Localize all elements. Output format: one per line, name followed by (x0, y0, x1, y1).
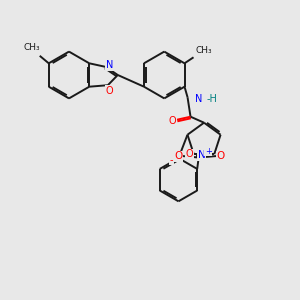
Text: O: O (106, 85, 113, 96)
Text: -: - (170, 154, 173, 165)
Text: CH₃: CH₃ (23, 43, 40, 52)
Text: O: O (175, 151, 183, 161)
Text: CH₃: CH₃ (196, 46, 212, 55)
Text: +: + (205, 147, 212, 156)
Text: N: N (198, 150, 206, 160)
Text: O: O (169, 116, 176, 126)
Text: -H: -H (206, 94, 217, 104)
Text: N: N (106, 60, 113, 70)
Text: O: O (185, 149, 193, 159)
Text: N: N (195, 94, 202, 104)
Text: O: O (216, 151, 224, 161)
